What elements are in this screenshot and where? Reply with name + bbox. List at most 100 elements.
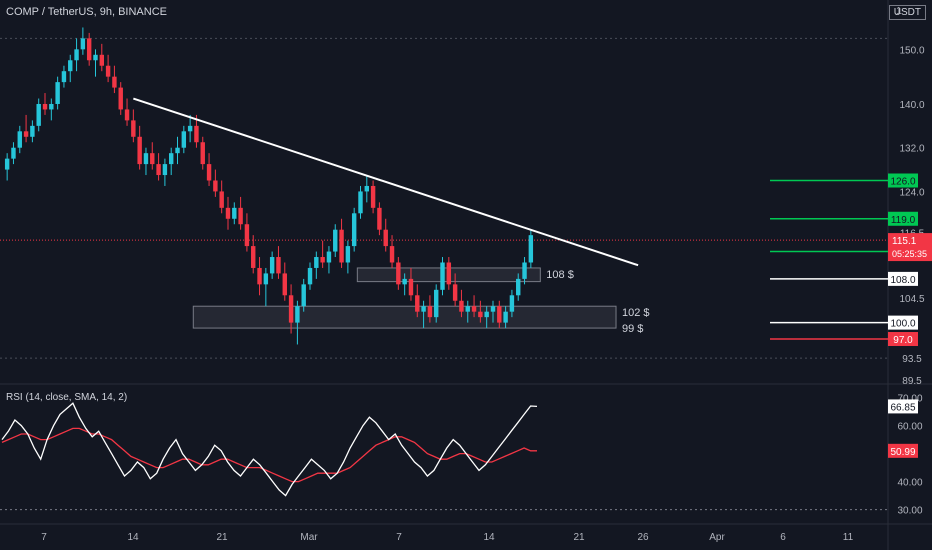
- symbol-title: COMP / TetherUS, 9h, BINANCE: [6, 6, 167, 18]
- candle-body: [4, 158, 10, 170]
- candle-body: [333, 229, 338, 252]
- candle-body: [162, 164, 168, 176]
- candle-body: [80, 38, 86, 50]
- candle-body: [295, 306, 300, 323]
- candle-body: [465, 306, 470, 312]
- candle-body: [497, 306, 502, 323]
- candle-body: [181, 131, 187, 148]
- candle-body: [452, 284, 458, 301]
- current-price-badge: [888, 233, 932, 262]
- candle-body: [36, 103, 41, 126]
- level-badge: [888, 332, 918, 347]
- countdown-label: 05:25:35: [892, 249, 927, 259]
- candle-body: [446, 262, 452, 285]
- time-tick-label: 11: [843, 532, 854, 543]
- candle-body: [383, 229, 388, 247]
- candle-body: [232, 207, 237, 219]
- candle-body: [99, 54, 105, 66]
- candle-body: [156, 164, 161, 176]
- rsi-tick-label: 60.00: [897, 422, 922, 433]
- candle-body: [238, 207, 243, 225]
- trendline: [133, 97, 639, 267]
- candle-body: [421, 306, 426, 312]
- support-zone: [192, 305, 617, 329]
- rsi-tick-label: 30.00: [897, 506, 922, 517]
- candle-body: [131, 120, 136, 137]
- time-tick-label: 26: [637, 532, 649, 543]
- time-tick-label: 14: [483, 532, 495, 543]
- time-tick-label: Mar: [300, 532, 318, 543]
- candle-body: [206, 164, 212, 181]
- level-label: 100.0: [890, 319, 915, 330]
- zone-label: 102 $: [622, 307, 650, 319]
- currency-button[interactable]: USDT: [888, 5, 926, 20]
- candle-body: [320, 257, 325, 263]
- rsi-sma-line: [1, 427, 537, 483]
- candle-body: [112, 76, 117, 88]
- candle-body: [200, 142, 205, 165]
- candle-body: [194, 125, 199, 143]
- candle-body: [503, 311, 508, 323]
- candle-body: [326, 251, 332, 263]
- level-label: 97.0: [893, 335, 913, 346]
- current-price-label: 115.1: [892, 236, 917, 247]
- candle-body: [427, 306, 433, 318]
- candle-body: [17, 131, 22, 148]
- candle-body: [42, 103, 48, 110]
- candle-body: [528, 235, 534, 263]
- candle-body: [396, 262, 401, 285]
- candle-body: [276, 257, 281, 274]
- candle-body: [93, 54, 98, 61]
- candle-body: [257, 267, 262, 285]
- candle-body: [55, 82, 60, 104]
- candle-body: [478, 311, 483, 318]
- candle-body: [509, 295, 515, 312]
- price-tick-label: 124.0: [899, 187, 924, 198]
- rsi-sma-label: 50.99: [890, 447, 915, 458]
- candle-body: [175, 147, 180, 154]
- candle-body: [124, 109, 130, 121]
- candle-body: [187, 125, 193, 132]
- candle-body: [301, 284, 306, 307]
- rsi-title: RSI (14, close, SMA, 14, 2): [6, 392, 127, 403]
- candle-body: [408, 278, 414, 296]
- candle-body: [68, 60, 73, 72]
- rsi-sma-badge: [888, 443, 918, 458]
- level-badge: [888, 315, 918, 330]
- candle-body: [143, 153, 149, 165]
- candle-body: [30, 125, 35, 137]
- rsi-value-label: 66.85: [890, 402, 915, 413]
- candle-body: [137, 136, 142, 165]
- candle-body: [516, 278, 521, 296]
- level-label: 126.0: [890, 177, 915, 188]
- candle-body: [150, 153, 155, 165]
- level-badge: [888, 173, 918, 188]
- price-tick-label: 140.0: [899, 100, 924, 111]
- candle-body: [11, 147, 16, 159]
- candle-body: [339, 229, 344, 263]
- candle-body: [471, 306, 477, 312]
- candle-body: [105, 65, 111, 77]
- candle-body: [490, 306, 496, 312]
- candle-body: [389, 246, 395, 263]
- candle-body: [345, 246, 351, 263]
- price-tick-label: 104.5: [899, 294, 924, 305]
- candle-body: [288, 295, 294, 323]
- price-tick-label: 1: [896, 6, 902, 17]
- candle-body: [49, 103, 54, 110]
- candle-body: [307, 267, 313, 285]
- candle-body: [415, 295, 420, 312]
- time-tick-label: 6: [780, 532, 786, 543]
- level-badge: [888, 211, 918, 226]
- zone-label: 108 $: [546, 269, 574, 281]
- price-tick-label: 93.5: [902, 354, 922, 365]
- candle-body: [358, 191, 363, 214]
- time-tick-label: 7: [396, 532, 402, 543]
- candle-body: [251, 246, 256, 268]
- candle-body: [484, 311, 489, 318]
- rsi-tick-label: 70.00: [897, 394, 922, 405]
- candle-body: [377, 207, 382, 230]
- candle-body: [351, 213, 357, 247]
- candle-body: [402, 278, 407, 285]
